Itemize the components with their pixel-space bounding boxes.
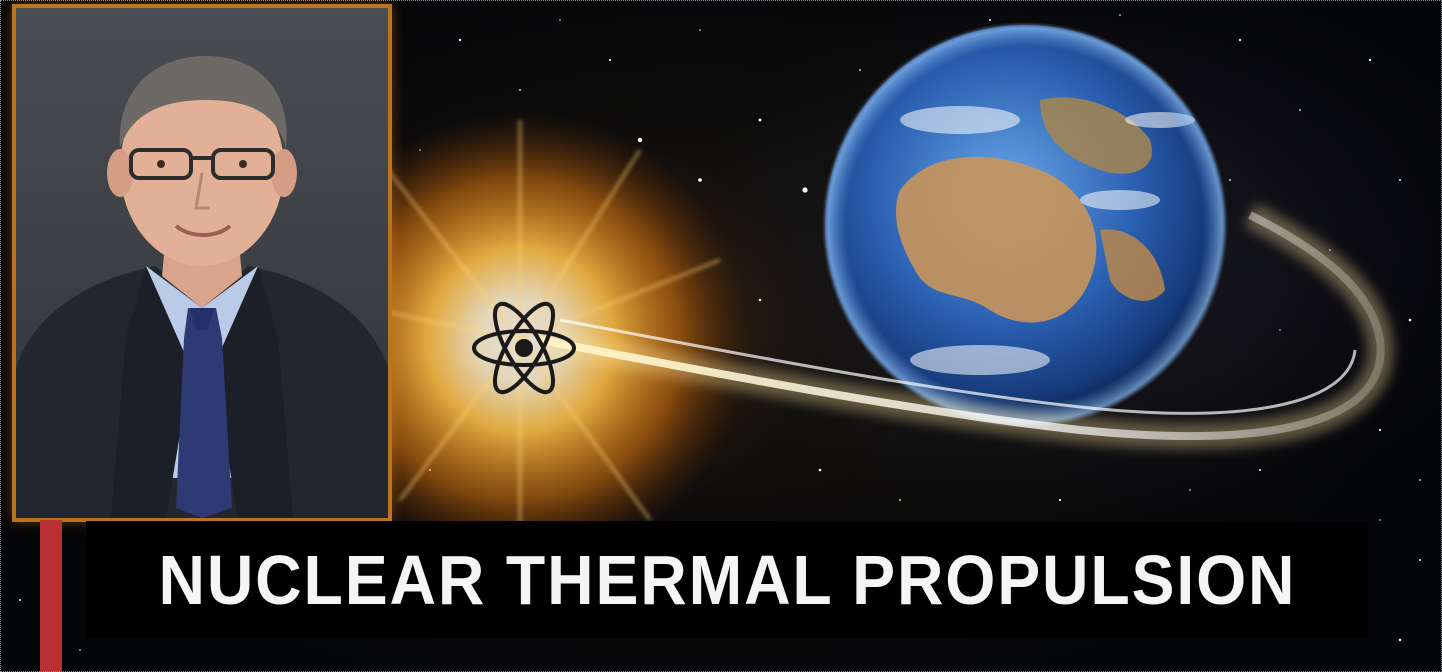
portrait-illustration: [16, 56, 388, 518]
earth-globe: [822, 22, 1228, 428]
accent-bar: [40, 520, 62, 672]
speaker-portrait: [12, 4, 392, 522]
title-banner: NUCLEAR THERMAL PROPULSION: [86, 521, 1368, 639]
orbit-trail: [537, 203, 1394, 449]
banner-title: NUCLEAR THERMAL PROPULSION: [158, 541, 1296, 619]
